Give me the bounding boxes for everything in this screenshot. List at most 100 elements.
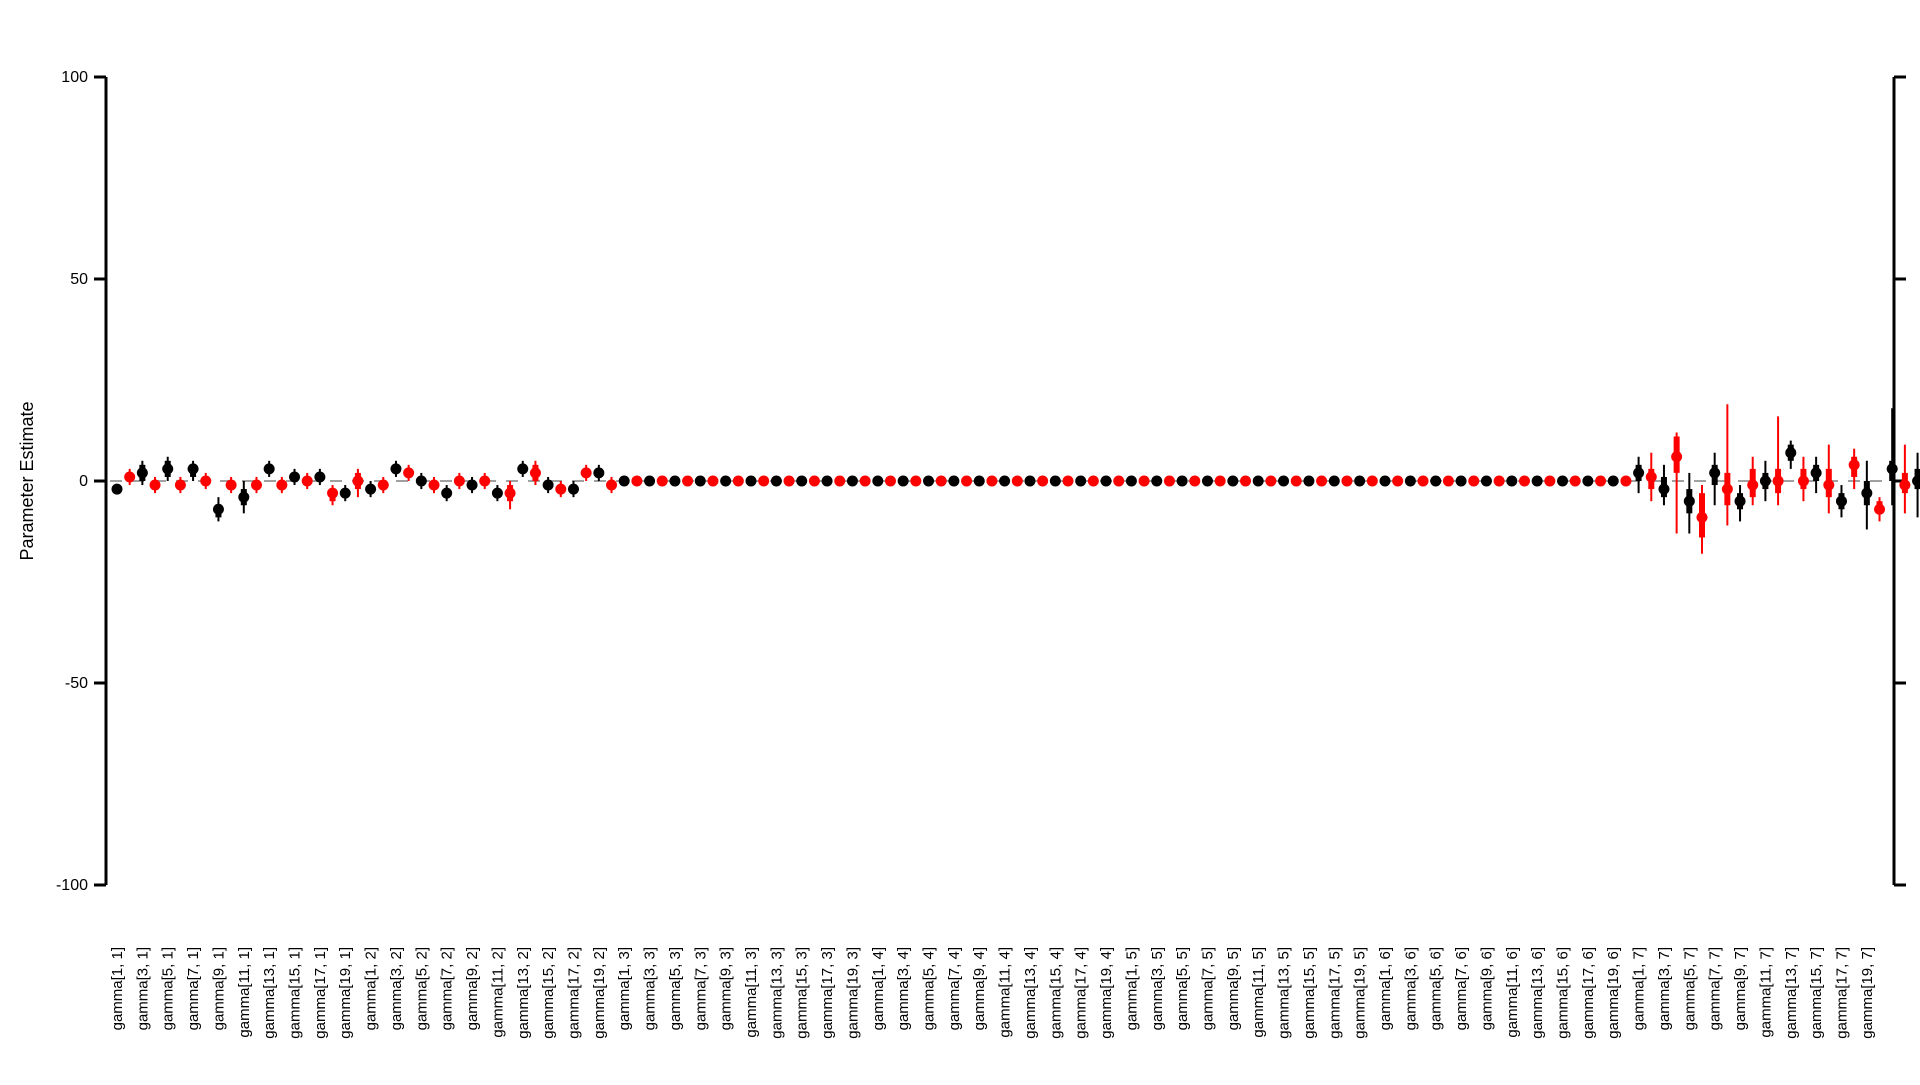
point-estimate xyxy=(733,476,744,487)
point-estimate xyxy=(1303,476,1314,487)
x-tick-label: gamma[1, 5] xyxy=(1123,947,1140,1030)
point-estimate xyxy=(1430,476,1441,487)
point-estimate xyxy=(505,488,516,499)
point-estimate xyxy=(720,476,731,487)
x-tick-label: gamma[19, 2] xyxy=(591,947,608,1039)
x-tick-label: gamma[3, 4] xyxy=(895,947,912,1030)
point-estimate xyxy=(1760,476,1771,487)
x-tick-label: gamma[9, 1] xyxy=(210,947,227,1030)
point-estimate xyxy=(606,480,617,491)
point-estimate xyxy=(340,488,351,499)
point-estimate xyxy=(822,476,833,487)
point-estimate xyxy=(1633,467,1644,478)
point-estimate xyxy=(593,467,604,478)
x-tick-label: gamma[5, 3] xyxy=(667,947,684,1030)
point-estimate xyxy=(1747,480,1758,491)
point-estimate xyxy=(1570,476,1581,487)
x-tick-label: gamma[11, 6] xyxy=(1504,947,1521,1038)
y-tick-label: -50 xyxy=(65,675,88,692)
point-estimate xyxy=(365,484,376,495)
point-estimate xyxy=(1024,476,1035,487)
point-estimate xyxy=(1443,476,1454,487)
point-estimate xyxy=(758,476,769,487)
point-estimate xyxy=(1823,480,1834,491)
point-estimate xyxy=(1646,471,1657,482)
point-estimate xyxy=(454,476,465,487)
x-tick-label: gamma[9, 6] xyxy=(1478,947,1495,1030)
x-tick-label: gamma[7, 3] xyxy=(692,947,709,1030)
point-estimate xyxy=(314,471,325,482)
x-tick-label: gamma[19, 1] xyxy=(337,947,354,1039)
point-estimate xyxy=(1253,476,1264,487)
point-estimate xyxy=(1798,476,1809,487)
point-estimate xyxy=(1329,476,1340,487)
point-estimate xyxy=(1354,476,1365,487)
x-tick-label: gamma[11, 2] xyxy=(489,947,506,1038)
point-estimate xyxy=(226,480,237,491)
point-estimate xyxy=(682,476,693,487)
point-estimate xyxy=(1380,476,1391,487)
point-estimate xyxy=(644,476,655,487)
point-estimate xyxy=(1139,476,1150,487)
point-estimate xyxy=(124,471,135,482)
x-tick-label: gamma[19, 5] xyxy=(1352,947,1369,1039)
x-tick-label: gamma[15, 4] xyxy=(1047,947,1064,1039)
point-estimate xyxy=(289,471,300,482)
point-estimate xyxy=(923,476,934,487)
point-estimate xyxy=(872,476,883,487)
x-tick-label: gamma[3, 5] xyxy=(1149,947,1166,1030)
point-estimate xyxy=(251,480,262,491)
point-estimate xyxy=(1785,447,1796,458)
point-estimate xyxy=(1494,476,1505,487)
point-estimate xyxy=(1050,476,1061,487)
point-estimate xyxy=(1037,476,1048,487)
x-tick-label: gamma[5, 1] xyxy=(160,947,177,1030)
x-tick-label: gamma[1, 6] xyxy=(1377,947,1394,1030)
x-tick-label: gamma[13, 6] xyxy=(1529,947,1546,1039)
x-tick-label: gamma[17, 2] xyxy=(565,947,582,1039)
point-estimate xyxy=(441,488,452,499)
point-estimate xyxy=(1367,476,1378,487)
point-estimate xyxy=(809,476,820,487)
x-tick-label: gamma[7, 7] xyxy=(1707,947,1724,1030)
point-estimate xyxy=(568,484,579,495)
x-tick-label: gamma[19, 6] xyxy=(1605,947,1622,1039)
x-tick-label: gamma[3, 3] xyxy=(642,947,659,1030)
point-estimate xyxy=(1101,476,1112,487)
point-estimate xyxy=(390,463,401,474)
point-estimate xyxy=(1620,476,1631,487)
point-estimate xyxy=(1265,476,1276,487)
x-tick-label: gamma[17, 3] xyxy=(819,947,836,1039)
x-tick-label: gamma[15, 5] xyxy=(1301,947,1318,1039)
x-tick-label: gamma[13, 3] xyxy=(768,947,785,1039)
x-tick-label: gamma[3, 6] xyxy=(1402,947,1419,1030)
point-estimate xyxy=(999,476,1010,487)
point-estimate xyxy=(1405,476,1416,487)
x-tick-label: gamma[3, 1] xyxy=(134,947,151,1030)
point-estimate xyxy=(213,504,224,515)
x-tick-label: gamma[11, 3] xyxy=(743,947,760,1038)
point-estimate xyxy=(1126,476,1137,487)
point-estimate xyxy=(695,476,706,487)
point-estimate xyxy=(1811,467,1822,478)
point-estimate xyxy=(1202,476,1213,487)
x-tick-label: gamma[3, 7] xyxy=(1656,947,1673,1030)
point-estimate xyxy=(1456,476,1467,487)
x-tick-label: gamma[9, 7] xyxy=(1732,947,1749,1030)
point-estimate xyxy=(746,476,757,487)
x-tick-label: gamma[1, 3] xyxy=(616,947,633,1030)
y-tick-label: 0 xyxy=(79,473,88,490)
point-estimate xyxy=(378,480,389,491)
point-estimate xyxy=(1481,476,1492,487)
y-tick-label: 100 xyxy=(61,69,88,86)
x-tick-label: gamma[15, 2] xyxy=(540,947,557,1039)
point-estimate xyxy=(492,488,503,499)
x-tick-label: gamma[11, 4] xyxy=(997,947,1014,1038)
x-tick-label: gamma[17, 7] xyxy=(1833,947,1850,1039)
point-estimate xyxy=(1658,484,1669,495)
x-tick-label: gamma[5, 6] xyxy=(1428,947,1445,1030)
point-estimate xyxy=(517,463,528,474)
point-estimate xyxy=(1316,476,1327,487)
point-estimate xyxy=(1912,476,1920,487)
x-tick-label: gamma[9, 2] xyxy=(464,947,481,1030)
